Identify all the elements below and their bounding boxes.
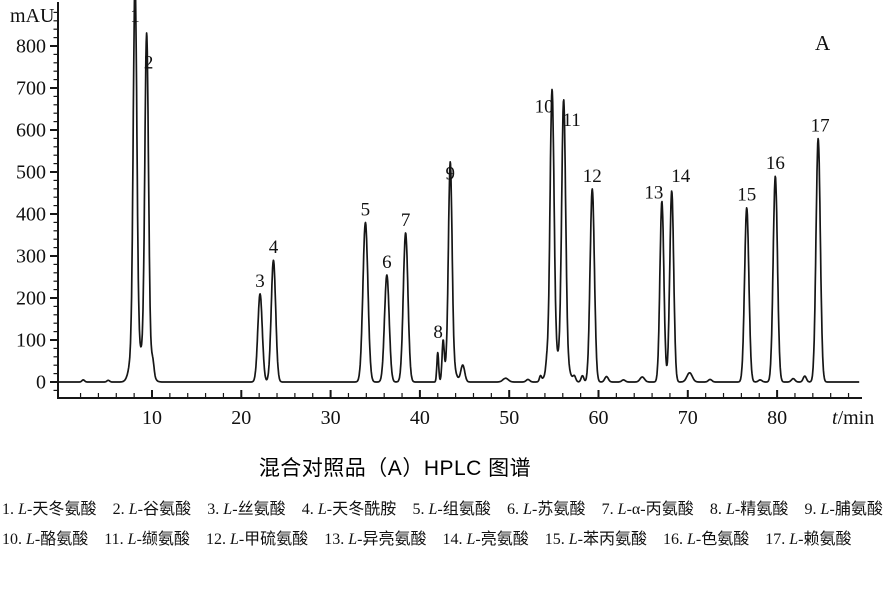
legend-item-14: 14. L-亮氨酸 [442, 530, 529, 548]
peak-label-16: 16 [766, 153, 785, 174]
x-axis-unit-label: t/min [832, 407, 874, 429]
peak-label-17: 17 [811, 115, 830, 136]
peak-label-4: 4 [269, 237, 279, 258]
y-tick-label: 100 [16, 330, 46, 352]
peak-label-6: 6 [382, 252, 392, 273]
legend-item-16: 16. L-色氨酸 [663, 530, 750, 548]
x-tick-label: 20 [231, 407, 251, 429]
y-tick-label: 600 [16, 120, 46, 142]
legend-item-4: 4. L-天冬酰胺 [301, 501, 397, 518]
y-axis-ticks: 0 100 200 300 400 500 600 700 800 [16, 11, 58, 394]
y-tick-label: 700 [16, 78, 46, 100]
peak-label-8: 8 [433, 322, 443, 343]
legend-item-6: 6. L-苏氨酸 [507, 501, 586, 518]
x-tick-label: 10 [142, 407, 162, 429]
x-tick-label: 70 [678, 407, 698, 429]
figure-caption: 混合对照品（A）HPLC 图谱 [258, 457, 532, 480]
legend-item-12: 12. L-甲硫氨酸 [205, 530, 309, 548]
y-tick-label: 400 [16, 204, 46, 226]
x-tick-label: 60 [589, 407, 609, 429]
peak-label-11: 11 [563, 110, 581, 131]
y-tick-label: 800 [16, 36, 46, 58]
legend-item-5: 5. L-组氨酸 [412, 501, 491, 518]
peak-legend: 1. L-天冬氨酸 2. L-谷氨酸 3. L-丝氨酸 4. L-天冬酰胺 5.… [0, 495, 885, 554]
peak-label-5: 5 [361, 199, 371, 220]
peak-label-15: 15 [737, 185, 756, 206]
y-tick-label: 200 [16, 288, 46, 310]
peak-label-7: 7 [401, 210, 411, 231]
legend-item-1: 1. L-天冬氨酸 [2, 501, 97, 518]
x-tick-label: 30 [321, 407, 341, 429]
chromatogram-trace [58, 0, 860, 383]
peak-label-1: 1 [130, 6, 140, 27]
legend-item-3: 3. L-丝氨酸 [207, 501, 286, 518]
legend-item-8: 8. L-精氨酸 [709, 501, 789, 518]
peak-label-9: 9 [446, 164, 456, 185]
legend-item-7: 7. L-α-丙氨酸 [601, 501, 694, 518]
legend-item-11: 11. L-缬氨酸 [104, 530, 190, 548]
x-tick-label: 50 [499, 407, 519, 429]
y-tick-label: 0 [36, 372, 46, 394]
peak-label-3: 3 [255, 271, 265, 292]
legend-item-13: 13. L-异亮氨酸 [324, 530, 427, 548]
peak-label-13: 13 [644, 182, 663, 203]
y-tick-label: 300 [16, 246, 46, 268]
peak-label-2: 2 [144, 52, 154, 73]
peak-label-10: 10 [535, 97, 554, 118]
panel-letter: A [815, 31, 831, 55]
legend-item-2: 2. L-谷氨酸 [112, 501, 192, 518]
legend-item-17: 17. L-赖氨酸 [765, 530, 852, 548]
x-tick-label: 80 [767, 407, 787, 429]
peak-label-14: 14 [671, 166, 691, 187]
y-tick-label: 500 [16, 162, 46, 184]
legend-item-15: 15. L-苯丙氨酸 [544, 530, 647, 548]
y-axis-unit-label: mAU [10, 5, 55, 27]
x-tick-label: 40 [410, 407, 430, 429]
legend-item-10: 10. L-酪氨酸 [2, 530, 89, 548]
chromatogram-plot: 0 100 200 300 400 500 600 700 800 10 20 30 40 50 60 70 8… [10, 0, 874, 429]
peak-label-12: 12 [583, 166, 602, 187]
x-axis-ticks: 10 20 30 40 50 60 70 80 [79, 390, 850, 429]
legend-item-9: 9. L-脯氨酸 [804, 501, 883, 518]
